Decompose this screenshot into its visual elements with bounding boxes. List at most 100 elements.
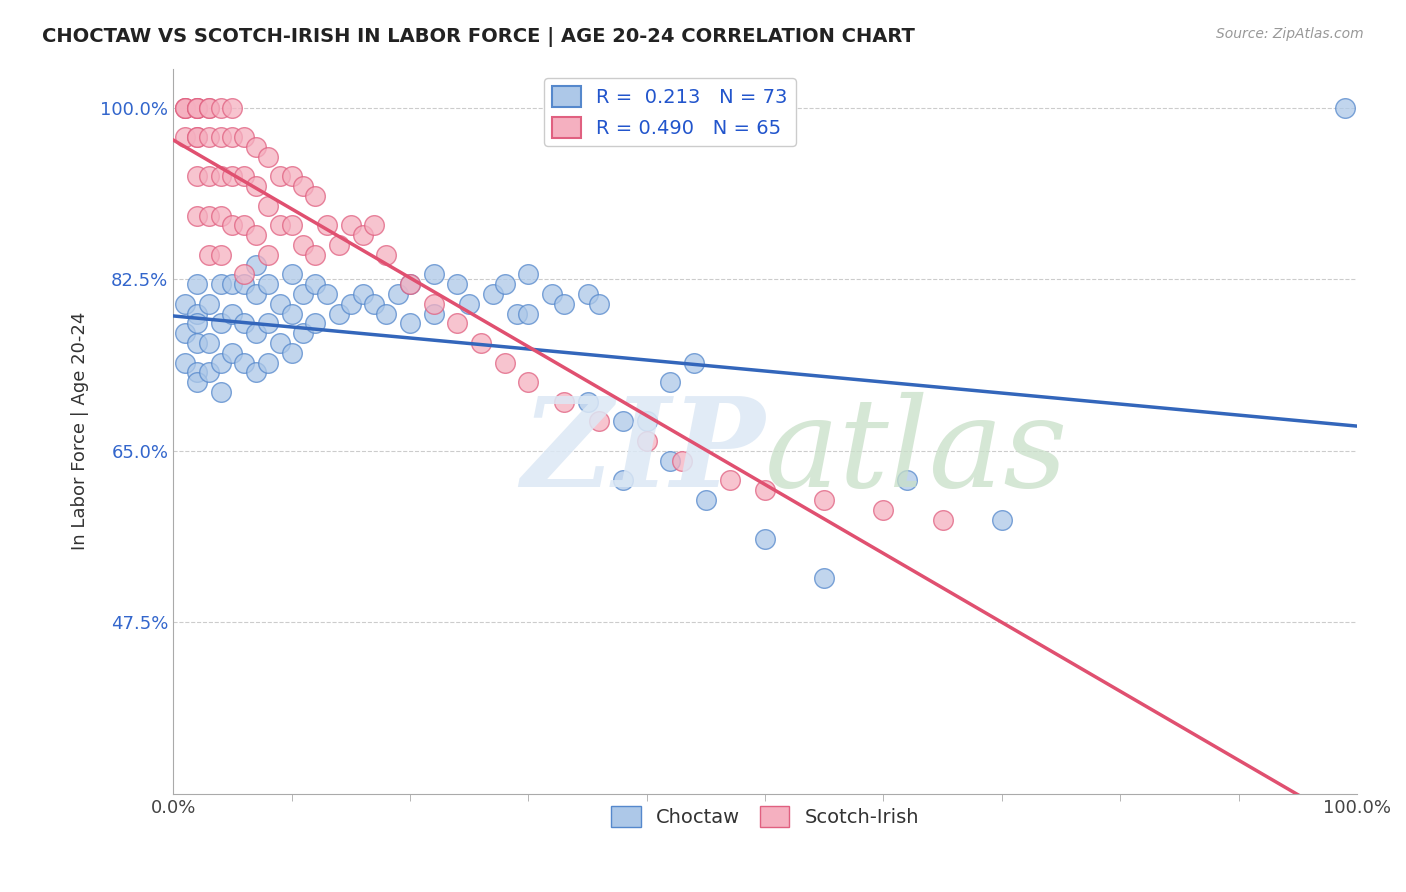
Point <box>209 101 232 115</box>
Point <box>221 346 243 360</box>
Point <box>553 297 575 311</box>
Point <box>174 101 197 115</box>
Point <box>304 248 326 262</box>
Point <box>505 307 527 321</box>
Point <box>446 317 468 331</box>
Point <box>233 268 256 282</box>
Point <box>931 512 953 526</box>
Point <box>186 101 208 115</box>
Point <box>269 169 291 184</box>
Point <box>352 287 374 301</box>
Point <box>517 268 540 282</box>
Text: ZIP: ZIP <box>522 392 765 514</box>
Point <box>174 297 197 311</box>
Point <box>458 297 481 311</box>
Point <box>683 356 706 370</box>
Point <box>197 130 219 145</box>
Point <box>174 101 197 115</box>
Point <box>375 307 398 321</box>
Point <box>576 395 599 409</box>
Point <box>174 101 197 115</box>
Point <box>517 307 540 321</box>
Point <box>482 287 505 301</box>
Point <box>292 179 315 194</box>
Point <box>186 169 208 184</box>
Point <box>292 287 315 301</box>
Point <box>754 532 776 546</box>
Point <box>1334 101 1357 115</box>
Point <box>659 453 682 467</box>
Point <box>280 346 302 360</box>
Point <box>352 228 374 243</box>
Point <box>245 326 267 341</box>
Point <box>541 287 564 301</box>
Point <box>269 336 291 351</box>
Point <box>186 130 208 145</box>
Point <box>245 258 267 272</box>
Point <box>233 169 256 184</box>
Legend: Choctaw, Scotch-Irish: Choctaw, Scotch-Irish <box>603 798 927 835</box>
Point <box>695 492 717 507</box>
Point <box>304 189 326 203</box>
Point <box>280 307 302 321</box>
Point <box>186 101 208 115</box>
Point <box>221 307 243 321</box>
Point <box>446 277 468 292</box>
Point <box>197 297 219 311</box>
Point <box>197 101 219 115</box>
Point <box>422 268 444 282</box>
Point <box>174 356 197 370</box>
Point <box>245 287 267 301</box>
Point <box>257 317 280 331</box>
Point <box>399 317 422 331</box>
Point <box>186 376 208 390</box>
Point <box>280 219 302 233</box>
Point <box>363 297 385 311</box>
Point <box>221 101 243 115</box>
Point <box>363 219 385 233</box>
Point <box>197 366 219 380</box>
Point <box>174 326 197 341</box>
Point <box>257 199 280 213</box>
Point <box>221 219 243 233</box>
Point <box>754 483 776 497</box>
Point <box>813 571 835 585</box>
Point <box>612 415 634 429</box>
Point <box>209 130 232 145</box>
Point <box>339 219 361 233</box>
Point <box>197 169 219 184</box>
Point <box>209 169 232 184</box>
Point <box>257 150 280 164</box>
Point <box>399 277 422 292</box>
Point <box>257 277 280 292</box>
Point <box>209 277 232 292</box>
Point <box>174 130 197 145</box>
Point <box>197 209 219 223</box>
Point <box>280 268 302 282</box>
Point <box>245 228 267 243</box>
Point <box>233 356 256 370</box>
Point <box>588 415 610 429</box>
Point <box>316 219 339 233</box>
Point <box>671 453 693 467</box>
Point <box>304 277 326 292</box>
Point <box>292 238 315 252</box>
Point <box>316 287 339 301</box>
Point <box>186 307 208 321</box>
Point <box>328 307 350 321</box>
Point <box>209 385 232 400</box>
Point <box>233 130 256 145</box>
Point <box>588 297 610 311</box>
Point <box>494 356 516 370</box>
Point <box>221 169 243 184</box>
Point <box>197 101 219 115</box>
Point <box>387 287 409 301</box>
Point <box>245 366 267 380</box>
Point <box>186 336 208 351</box>
Point <box>186 101 208 115</box>
Point <box>186 277 208 292</box>
Y-axis label: In Labor Force | Age 20-24: In Labor Force | Age 20-24 <box>72 312 89 550</box>
Point <box>209 248 232 262</box>
Point <box>991 512 1014 526</box>
Point <box>197 248 219 262</box>
